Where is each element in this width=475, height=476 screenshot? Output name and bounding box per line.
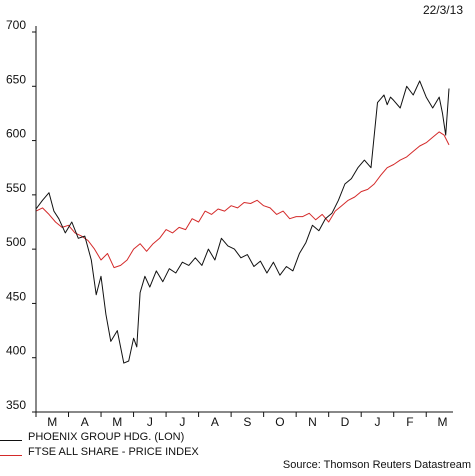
x-tick-label: M xyxy=(112,415,122,429)
y-tick-label: 350 xyxy=(6,398,26,412)
series-line-phoenix xyxy=(35,80,450,364)
y-tick-label: 450 xyxy=(6,289,26,303)
x-tick-label: S xyxy=(243,415,251,429)
legend-swatch-ftse xyxy=(0,455,22,456)
legend-swatch-phoenix xyxy=(0,440,22,441)
x-tick-label: J xyxy=(179,415,185,429)
legend-label-ftse: FTSE ALL SHARE - PRICE INDEX xyxy=(28,446,199,458)
legend-item-phoenix: PHOENIX GROUP HDG. (LON) xyxy=(0,430,199,445)
legend-label-phoenix: PHOENIX GROUP HDG. (LON) xyxy=(28,431,185,443)
x-tick-label: M xyxy=(437,415,447,429)
x-tick-label: N xyxy=(308,415,317,429)
series-line-ftse xyxy=(35,131,450,269)
x-tick-label: J xyxy=(374,415,380,429)
x-tick-label: A xyxy=(211,415,219,429)
y-tick-label: 650 xyxy=(6,72,26,86)
x-tick-label: F xyxy=(406,415,413,429)
source-note: Source: Thomson Reuters Datastream xyxy=(282,459,471,471)
y-axis-ticks: 350 400 450 500 550 600 650 700 xyxy=(6,18,36,413)
y-tick-label: 700 xyxy=(6,18,26,32)
x-tick-label: D xyxy=(341,415,350,429)
chart-date: 22/3/13 xyxy=(422,3,463,17)
y-tick-label: 550 xyxy=(6,181,26,195)
x-tick-label: A xyxy=(81,415,89,429)
legend: PHOENIX GROUP HDG. (LON) FTSE ALL SHARE … xyxy=(0,430,199,460)
y-tick-label: 600 xyxy=(6,127,26,141)
x-tick-label: O xyxy=(275,415,284,429)
y-tick-label: 400 xyxy=(6,344,26,358)
x-tick-label: J xyxy=(147,415,153,429)
legend-item-ftse: FTSE ALL SHARE - PRICE INDEX xyxy=(0,445,199,460)
series-layer xyxy=(35,80,450,364)
x-tick-label: M xyxy=(47,415,57,429)
y-tick-label: 500 xyxy=(6,235,26,249)
